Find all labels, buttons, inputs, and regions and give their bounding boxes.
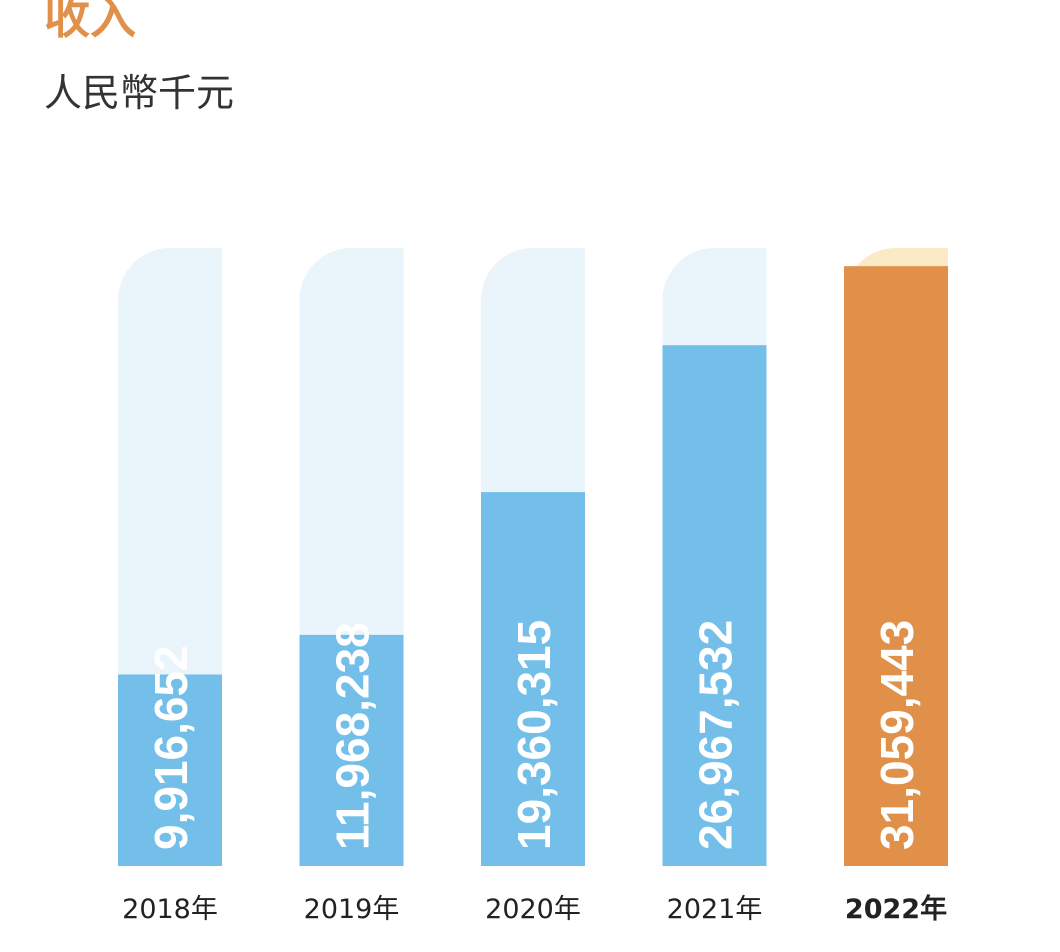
bar-2020年 (481, 492, 585, 866)
category-label: 2020年 (485, 894, 581, 925)
bar-value-label: 9,916,652 (145, 645, 197, 850)
category-label: 2021年 (667, 894, 763, 925)
bar-2018年 (118, 674, 222, 866)
category-label: 2019年 (304, 894, 400, 925)
category-label: 2022年 (845, 893, 947, 925)
category-label: 2018年 (122, 894, 218, 925)
bar-2019年 (299, 634, 404, 866)
bar-2022年 (844, 266, 948, 866)
bar-value-label: 19,360,315 (508, 620, 560, 850)
bar-2021年 (662, 345, 767, 866)
bar-value-label: 31,059,443 (871, 620, 923, 850)
bar-value-label: 11,968,238 (327, 622, 379, 850)
chart-title: 收入 (44, 0, 136, 44)
chart-subtitle-unit: 人民幣千元 (44, 71, 235, 115)
bar-value-label: 26,967,532 (690, 620, 742, 850)
